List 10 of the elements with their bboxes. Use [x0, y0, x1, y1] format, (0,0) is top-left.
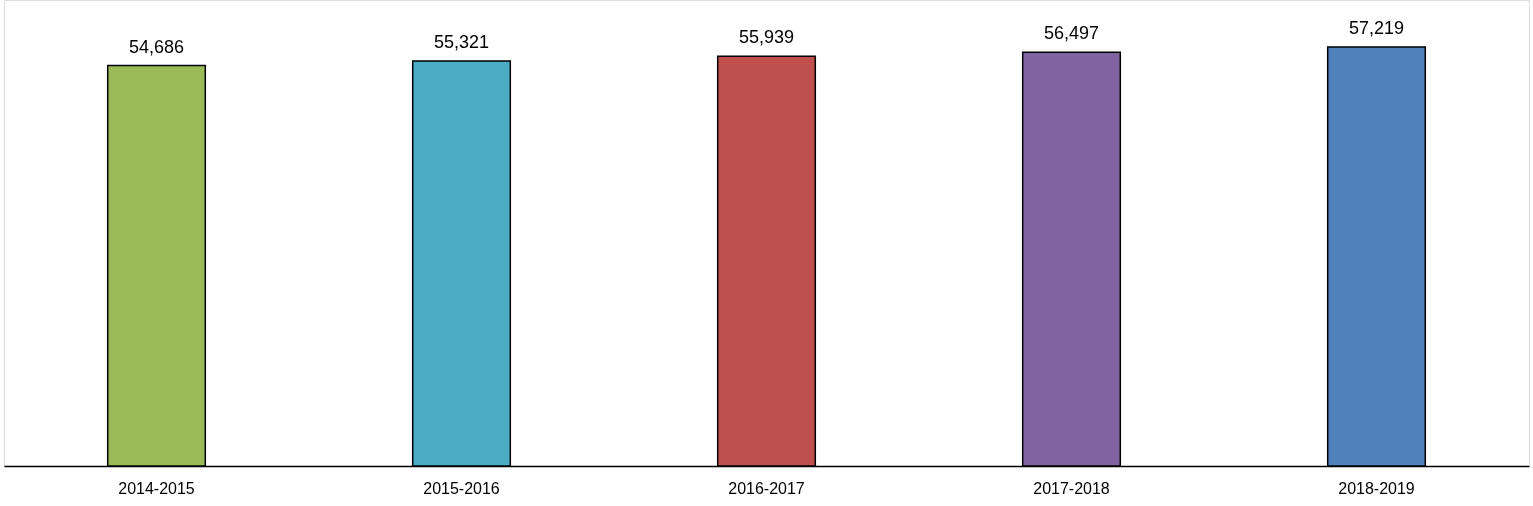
x-tick-label: 2015-2016 — [423, 479, 500, 497]
x-tick-label: 2016-2017 — [728, 479, 805, 497]
data-label: 55,939 — [738, 27, 795, 48]
x-tick-label: 2017-2018 — [1033, 479, 1110, 497]
data-label: 54,686 — [128, 36, 185, 57]
x-tick-label: 2014-2015 — [118, 479, 195, 497]
data-label: 56,497 — [1043, 23, 1100, 44]
data-label: 57,219 — [1348, 18, 1405, 38]
x-tick-label: 2018-2019 — [1338, 479, 1415, 497]
data-label: 55,321 — [433, 31, 490, 52]
